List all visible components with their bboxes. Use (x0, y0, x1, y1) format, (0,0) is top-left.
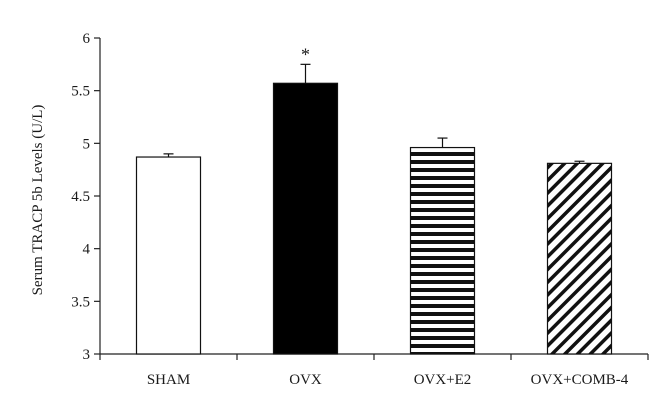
bar-ovx-comb-4 (546, 162, 613, 355)
x-tick-label: OVX (289, 372, 322, 388)
y-tick-label: 5 (83, 136, 91, 152)
bars: SHAM OVX OVX+E2 OVX+COMB-4 * (135, 44, 629, 388)
y-tick-label: 6 (83, 31, 91, 47)
x-tick-label: OVX+E2 (414, 372, 472, 388)
y-tick-label: 5.5 (71, 84, 90, 100)
y-axis: 3 3.5 4 4.5 5 5.5 6 (71, 31, 101, 363)
bar-ovx (272, 82, 339, 355)
x-tick-label: OVX+COMB-4 (531, 372, 629, 388)
y-tick-label: 4 (83, 242, 91, 258)
x-axis (99, 353, 649, 360)
y-tick-label: 3.5 (71, 294, 90, 310)
bar-sham (135, 156, 202, 355)
y-tick-label: 4.5 (71, 189, 90, 205)
y-tick-label: 3 (83, 347, 91, 363)
bar-ovx-e2 (409, 146, 476, 355)
x-tick-label: SHAM (147, 372, 190, 388)
significance-marker: * (301, 44, 310, 64)
y-axis-title: Serum TRACP 5b Levels (U/L) (30, 105, 46, 296)
